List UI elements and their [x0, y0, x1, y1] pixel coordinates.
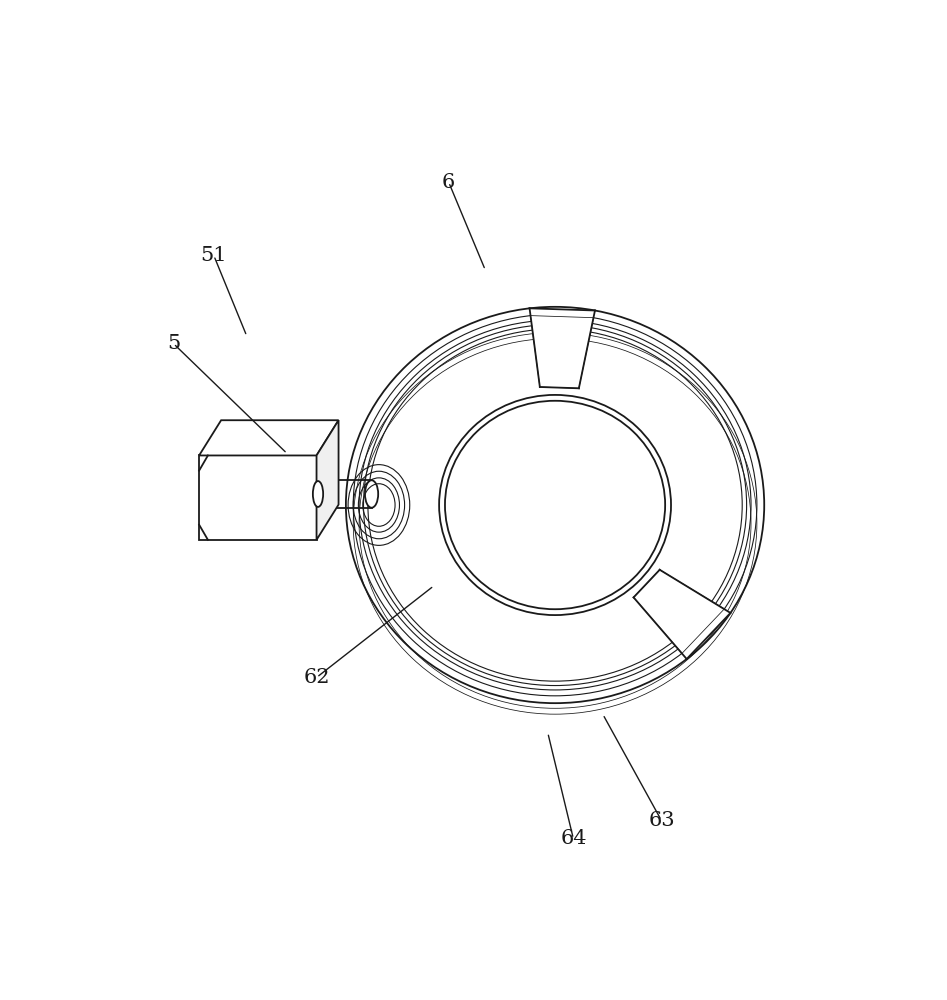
- Polygon shape: [529, 308, 595, 388]
- Polygon shape: [199, 420, 339, 455]
- Ellipse shape: [365, 480, 378, 508]
- Polygon shape: [316, 420, 339, 540]
- Text: 6: 6: [442, 173, 456, 192]
- Text: 64: 64: [561, 829, 586, 848]
- Text: 63: 63: [648, 811, 675, 830]
- Text: 62: 62: [303, 668, 330, 687]
- Polygon shape: [634, 570, 730, 659]
- Polygon shape: [199, 455, 316, 540]
- Text: 51: 51: [201, 246, 227, 265]
- Polygon shape: [634, 570, 724, 653]
- Polygon shape: [530, 316, 594, 388]
- Ellipse shape: [313, 481, 323, 507]
- Text: 5: 5: [167, 334, 180, 353]
